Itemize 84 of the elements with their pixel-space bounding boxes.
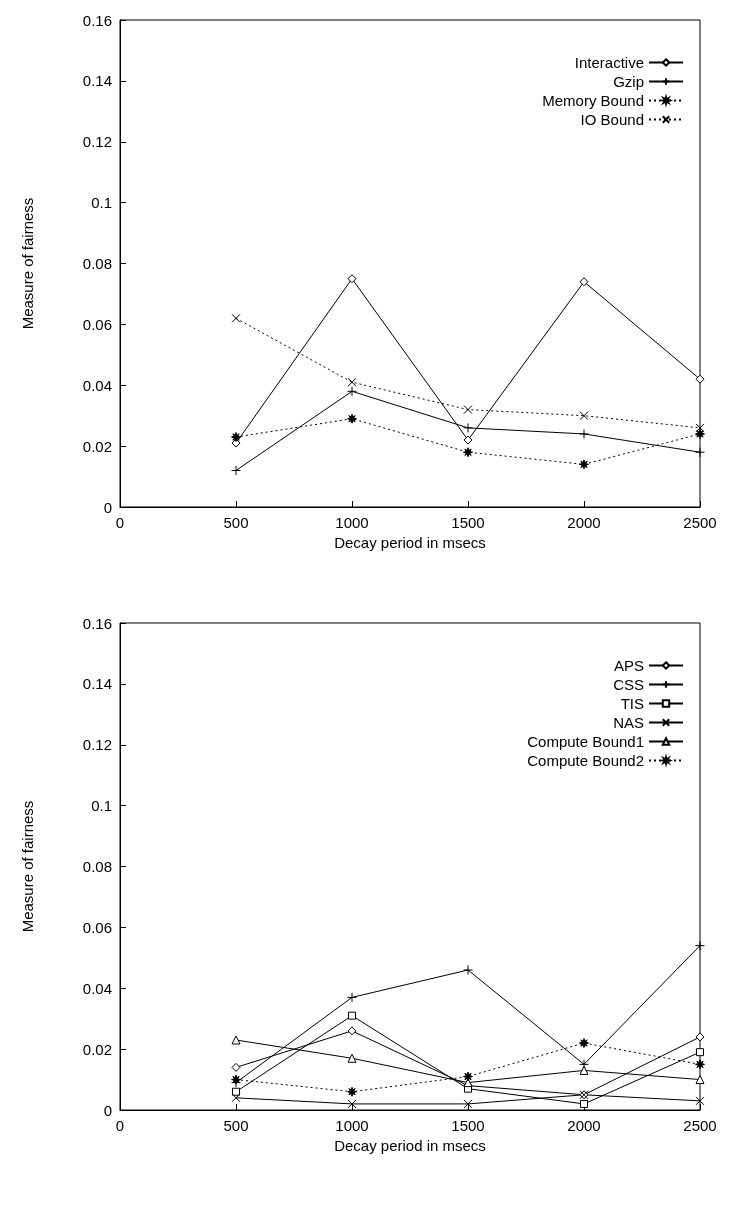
x-axis-title: Decay period in msecs [334, 1136, 486, 1154]
point [579, 277, 589, 287]
y-tick-label: 0 [103, 498, 112, 516]
legend-label: NAS [613, 714, 644, 731]
legend-label: Compute Bound1 [527, 733, 644, 750]
point [579, 459, 589, 470]
point [348, 1011, 356, 1020]
point [579, 428, 589, 439]
y-tick-label: 0.04 [82, 979, 112, 997]
y-tick-label: 0.12 [82, 736, 112, 754]
point [463, 405, 473, 415]
legend-label: Interactive [574, 54, 644, 71]
point [579, 1038, 589, 1049]
point [231, 465, 241, 476]
point [695, 1096, 705, 1106]
point [695, 423, 705, 433]
point [695, 447, 705, 458]
y-tick-label: 0.14 [82, 72, 112, 90]
point [463, 435, 473, 445]
y-tick-label: 0 [103, 1101, 112, 1119]
point [347, 1099, 357, 1109]
x-tick-label: 1500 [451, 1117, 485, 1134]
y-tick-label: 0.16 [82, 11, 112, 29]
point [695, 1032, 705, 1042]
point [695, 1075, 705, 1085]
y-tick-label: 0.1 [91, 797, 112, 815]
point [347, 274, 357, 284]
x-tick-label: 1000 [335, 514, 369, 531]
x-tick-label: 0 [115, 514, 125, 531]
point [231, 1093, 241, 1103]
point [347, 386, 357, 397]
y-tick-label: 0.08 [82, 255, 112, 272]
point [695, 374, 705, 384]
y-tick-label: 0.02 [82, 1040, 112, 1058]
point [695, 940, 705, 951]
legend-label: CSS [613, 676, 644, 693]
point [347, 1026, 357, 1036]
y-tick-label: 0.06 [82, 918, 112, 936]
point [347, 992, 357, 1003]
point [347, 413, 357, 424]
x-tick-label: 2500 [683, 1117, 717, 1134]
point [347, 377, 357, 387]
y-axis-title: Measure of fairness [19, 800, 36, 933]
y-tick-label: 0.16 [82, 614, 112, 632]
x-tick-label: 500 [223, 1117, 249, 1134]
point [696, 1048, 704, 1057]
point [231, 313, 241, 323]
point [347, 1086, 357, 1097]
point [463, 447, 473, 458]
legend-label: TIS [620, 695, 644, 712]
y-tick-label: 0.04 [82, 376, 112, 394]
point [463, 1099, 473, 1109]
legend-label: IO Bound [580, 111, 644, 128]
x-tick-label: 2500 [683, 514, 717, 531]
point [579, 1065, 589, 1075]
point [580, 1099, 588, 1108]
legend-label: Compute Bound2 [527, 752, 644, 769]
y-tick-label: 0.14 [82, 675, 112, 693]
point [463, 422, 473, 433]
x-tick-label: 1500 [451, 514, 485, 531]
legend-label: APS [613, 657, 644, 674]
point [695, 428, 705, 439]
x-tick-label: 500 [223, 514, 249, 531]
x-axis-title: Decay period in msecs [334, 533, 486, 551]
y-tick-label: 0.06 [82, 315, 112, 333]
point [463, 964, 473, 975]
point [231, 1062, 241, 1072]
x-tick-label: 0 [115, 1117, 125, 1134]
y-axis-title: Measure of fairness [19, 197, 36, 330]
point [231, 431, 241, 442]
legend-label: Memory Bound [542, 92, 644, 109]
y-tick-label: 0.08 [82, 858, 112, 875]
point [695, 1059, 705, 1070]
y-tick-label: 0.02 [82, 437, 112, 455]
point [579, 411, 589, 421]
x-tick-label: 1000 [335, 1117, 369, 1134]
x-tick-label: 2000 [567, 514, 601, 531]
point [231, 1035, 241, 1045]
x-tick-label: 2000 [567, 1117, 601, 1134]
point [347, 1053, 357, 1063]
y-tick-label: 0.1 [91, 194, 112, 212]
y-tick-label: 0.12 [82, 133, 112, 151]
point [463, 1071, 473, 1082]
legend-label: Gzip [613, 73, 644, 90]
